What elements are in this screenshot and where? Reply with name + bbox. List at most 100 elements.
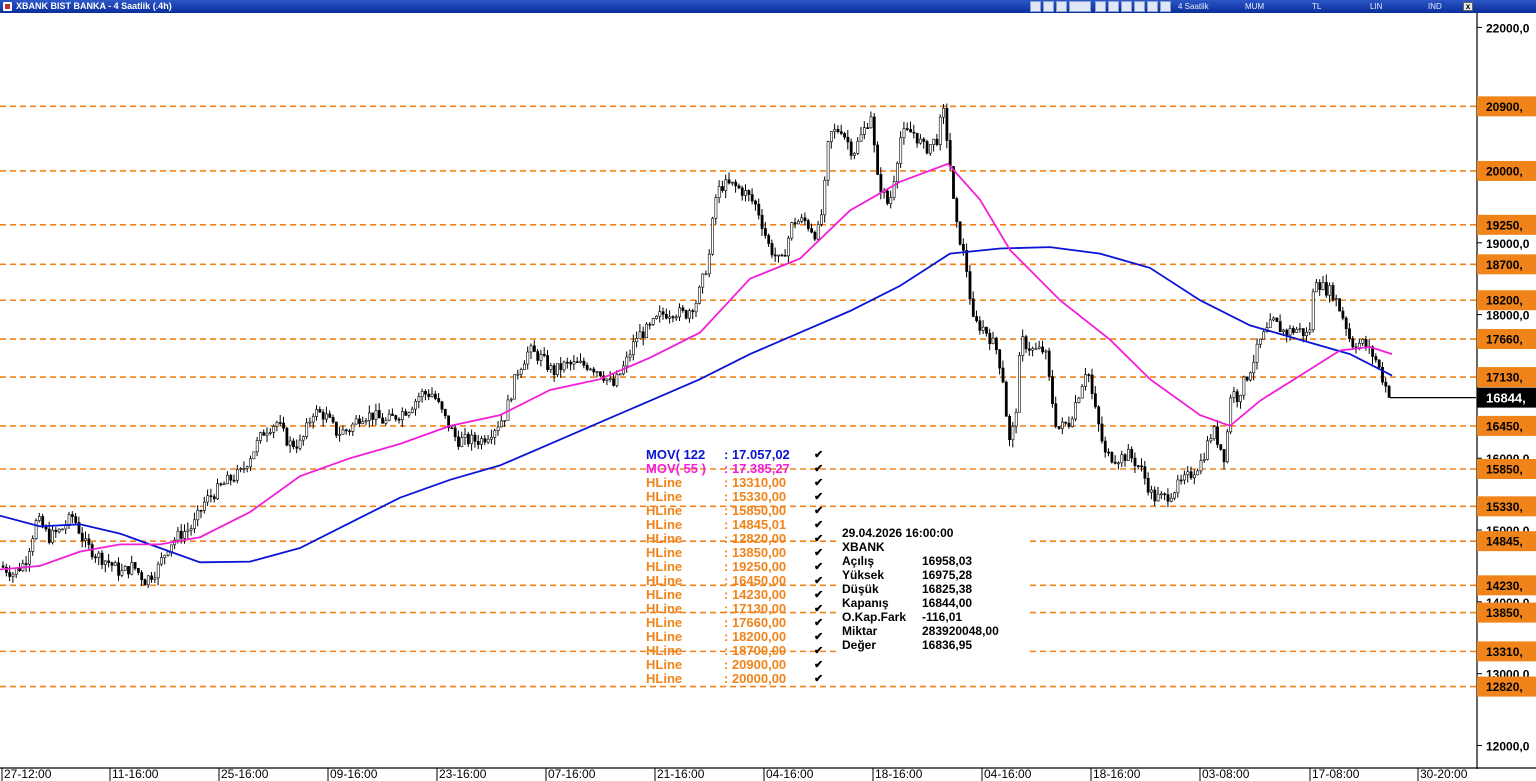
check-icon[interactable]: ✔	[814, 519, 824, 531]
line-icon[interactable]	[1134, 1, 1145, 12]
pencil-icon[interactable]	[1121, 1, 1132, 12]
candle-body	[285, 427, 289, 446]
x-tick-label: 17-08:00	[1312, 767, 1360, 781]
check-icon[interactable]: ✔	[814, 505, 824, 517]
price-chart[interactable]: 22000,019000,018000,016000,015000,014000…	[0, 13, 1536, 781]
ind-button[interactable]: IND	[1428, 2, 1442, 11]
legend-value: : 20000,00	[724, 671, 787, 686]
hline-price-label: 17660,	[1486, 333, 1523, 347]
drawing-icon[interactable]	[1056, 1, 1067, 12]
legend-entry[interactable]: HLine: 14230,00 ✔	[646, 588, 823, 602]
candle-body	[272, 426, 276, 433]
candle-body	[526, 351, 530, 365]
legend-entry[interactable]: HLine: 15850,00 ✔	[646, 504, 823, 518]
candle-body	[843, 133, 847, 138]
candle-body	[704, 273, 708, 276]
grid-icon[interactable]	[1108, 1, 1119, 12]
candle-body	[658, 311, 662, 317]
legend-entry[interactable]: HLine: 12820,00 ✔	[646, 532, 823, 546]
check-icon[interactable]: ✔	[814, 477, 824, 489]
check-icon[interactable]: ✔	[814, 449, 824, 461]
check-icon[interactable]: ✔	[814, 603, 824, 615]
legend-value: : 13850,00	[724, 545, 787, 560]
info-label: Miktar	[842, 624, 878, 638]
candle-body	[978, 320, 982, 331]
zoom-icon[interactable]	[1095, 1, 1106, 12]
settings-icon[interactable]	[1160, 1, 1171, 12]
legend-entry[interactable]: HLine: 20900,00 ✔	[646, 658, 823, 672]
legend-value: : 14845,01	[724, 517, 787, 532]
legend-entry[interactable]: MOV( 122: 17.057,02 ✔	[646, 448, 823, 462]
legend-entry[interactable]: MOV( 55 ): 17.385,27 ✔	[646, 462, 823, 476]
template-icon[interactable]	[1069, 1, 1091, 12]
legend-entry[interactable]: HLine: 13850,00 ✔	[646, 546, 823, 560]
candle-body	[1136, 465, 1140, 467]
check-icon[interactable]: ✔	[814, 631, 824, 643]
legend-entry[interactable]: HLine: 18700,00 ✔	[646, 644, 823, 658]
candle-body	[1057, 426, 1061, 429]
candle-body	[334, 421, 338, 436]
legend-entry[interactable]: HLine: 17130,00 ✔	[646, 602, 823, 616]
candle-body	[1298, 328, 1302, 330]
legend-entry[interactable]: HLine: 18200,00 ✔	[646, 630, 823, 644]
check-icon[interactable]: ✔	[814, 547, 824, 559]
candle-body	[143, 579, 147, 586]
legend-entry[interactable]: HLine: 13310,00 ✔	[646, 476, 823, 490]
candle-body	[1169, 497, 1173, 502]
candle-body	[295, 446, 299, 449]
legend-entry[interactable]: HLine: 15330,00 ✔	[646, 489, 823, 504]
close-button[interactable]: x	[1463, 2, 1473, 11]
check-icon[interactable]: ✔	[814, 491, 824, 503]
candle-body	[206, 495, 210, 503]
legend-entry[interactable]: HLine: 14845,01 ✔	[646, 518, 823, 532]
candle-body	[387, 413, 391, 421]
indicator-icon[interactable]	[1043, 1, 1054, 12]
candle-body	[813, 231, 817, 240]
hline-price-label: 13310,	[1486, 645, 1523, 659]
mum-button[interactable]: MUM	[1245, 2, 1265, 11]
legend-value: : 14230,00	[724, 587, 787, 602]
candle-body	[1344, 317, 1348, 329]
check-icon[interactable]: ✔	[814, 561, 824, 573]
chart-type-icon[interactable]	[1030, 1, 1041, 12]
legend-entry[interactable]: HLine: 17660,00 ✔	[646, 616, 823, 630]
info-value: -116,01	[922, 610, 963, 624]
candle-body	[750, 194, 754, 202]
legend-entry[interactable]: HLine: 19250,00 ✔	[646, 560, 823, 574]
candle-body	[859, 134, 863, 142]
check-icon[interactable]: ✔	[814, 463, 824, 475]
candle-body	[371, 412, 375, 420]
candle-body	[117, 562, 121, 576]
candle-body	[341, 429, 345, 435]
check-icon[interactable]: ✔	[814, 575, 824, 587]
candle-body	[262, 432, 266, 436]
legend-entry[interactable]: HLine: 16450,00 ✔	[646, 574, 823, 588]
candle-body	[1301, 328, 1305, 337]
check-icon[interactable]: ✔	[814, 673, 824, 685]
save-icon[interactable]	[1147, 1, 1158, 12]
candle-body	[684, 310, 688, 319]
hline-price-label: 18700,	[1486, 258, 1523, 272]
candle-body	[1285, 329, 1289, 336]
legend-name: HLine	[646, 489, 683, 504]
candle-body	[760, 214, 764, 229]
check-icon[interactable]: ✔	[814, 645, 824, 657]
tl-button[interactable]: TL	[1312, 2, 1322, 11]
candle-body	[1163, 493, 1167, 496]
period-select[interactable]: 4 Saatlik	[1178, 2, 1209, 11]
check-icon[interactable]: ✔	[814, 589, 824, 601]
candle-body	[879, 174, 883, 193]
candle-body	[971, 298, 975, 317]
candle-body	[1160, 493, 1163, 496]
legend-entry[interactable]: HLine: 20000,00 ✔	[646, 672, 823, 686]
candle-body	[183, 531, 187, 539]
candle-body	[298, 439, 302, 449]
candle-body	[1255, 343, 1259, 363]
check-icon[interactable]: ✔	[814, 617, 824, 629]
x-tick-label: 18-16:00	[1093, 767, 1141, 781]
candle-body	[278, 422, 282, 424]
check-icon[interactable]: ✔	[814, 533, 824, 545]
check-icon[interactable]: ✔	[814, 659, 824, 671]
lin-button[interactable]: LIN	[1370, 2, 1383, 11]
candle-body	[783, 255, 787, 257]
